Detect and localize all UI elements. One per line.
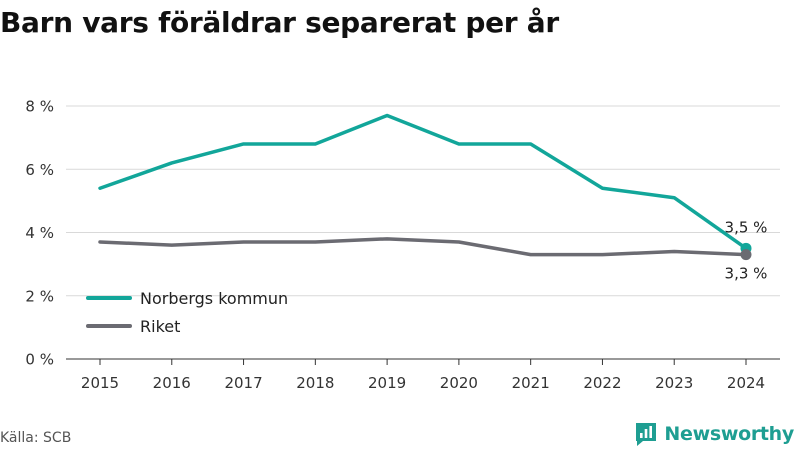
y-tick-label: 6 % [25, 161, 54, 179]
brand-name: Newsworthy [664, 423, 794, 445]
legend-label: Riket [140, 317, 180, 336]
y-axis-ticks: 0 % 2 % 4 % 6 % 8 % [25, 98, 54, 369]
y-tick-label: 2 % [25, 287, 54, 305]
y-tick-label: 4 % [25, 224, 54, 242]
series-lines [98, 113, 752, 261]
legend-label: Norbergs kommun [140, 289, 288, 308]
x-tick-label: 2024 [727, 374, 765, 392]
x-tick-label: 2017 [224, 374, 262, 392]
legend: Norbergs kommun Riket [86, 289, 288, 336]
x-tick-label: 2015 [81, 374, 119, 392]
y-tick-label: 0 % [25, 351, 54, 369]
x-tick-label: 2016 [153, 374, 191, 392]
series-line-riket [98, 237, 748, 257]
source-note: Källa: SCB [0, 430, 72, 446]
x-tick-label: 2021 [512, 374, 550, 392]
newsworthy-logo: Newsworthy [634, 419, 794, 449]
x-tick-label: 2023 [655, 374, 693, 392]
x-tick-label: 2019 [368, 374, 406, 392]
end-label-norberg: 3,5 % [725, 218, 768, 236]
x-tick-label: 2018 [296, 374, 334, 392]
x-tick-label: 2022 [583, 374, 621, 392]
end-labels: 3,5 % 3,3 % [725, 218, 768, 282]
y-tick-label: 8 % [25, 98, 54, 116]
newsworthy-logo-icon [636, 423, 657, 446]
series-line-norberg [98, 113, 748, 251]
end-point-riket [740, 249, 752, 261]
grid-lines [66, 105, 780, 360]
x-axis-ticks: 2015 2016 2017 2018 2019 2020 2021 2022 2023 2024 [81, 359, 765, 392]
x-tick-label: 2020 [440, 374, 478, 392]
end-label-riket: 3,3 % [725, 265, 768, 283]
chart-title: Barn vars föräldrar separerat per år [0, 6, 559, 39]
